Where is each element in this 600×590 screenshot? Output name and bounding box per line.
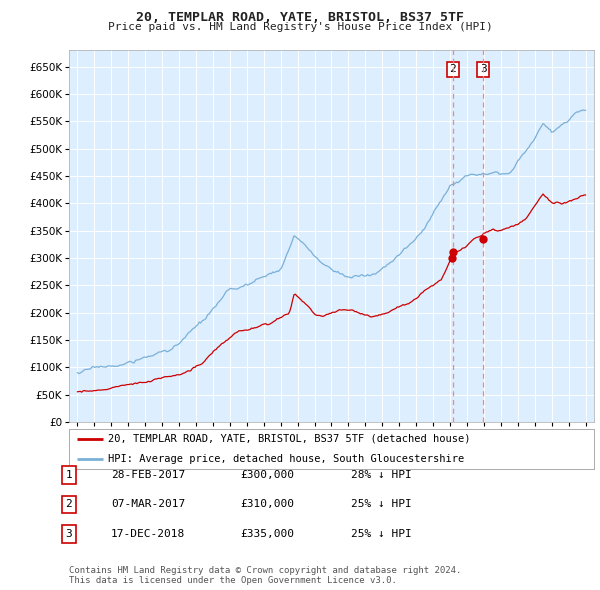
Text: £300,000: £300,000 bbox=[240, 470, 294, 480]
Text: 17-DEC-2018: 17-DEC-2018 bbox=[111, 529, 185, 539]
Text: 07-MAR-2017: 07-MAR-2017 bbox=[111, 500, 185, 509]
Text: £335,000: £335,000 bbox=[240, 529, 294, 539]
Text: Price paid vs. HM Land Registry's House Price Index (HPI): Price paid vs. HM Land Registry's House … bbox=[107, 22, 493, 32]
Text: 28% ↓ HPI: 28% ↓ HPI bbox=[351, 470, 412, 480]
Text: 25% ↓ HPI: 25% ↓ HPI bbox=[351, 529, 412, 539]
Text: Contains HM Land Registry data © Crown copyright and database right 2024.
This d: Contains HM Land Registry data © Crown c… bbox=[69, 566, 461, 585]
Text: HPI: Average price, detached house, South Gloucestershire: HPI: Average price, detached house, Sout… bbox=[109, 454, 464, 464]
Text: 2: 2 bbox=[65, 500, 73, 509]
Text: £310,000: £310,000 bbox=[240, 500, 294, 509]
Text: 20, TEMPLAR ROAD, YATE, BRISTOL, BS37 5TF (detached house): 20, TEMPLAR ROAD, YATE, BRISTOL, BS37 5T… bbox=[109, 434, 471, 444]
Text: 25% ↓ HPI: 25% ↓ HPI bbox=[351, 500, 412, 509]
Text: 3: 3 bbox=[480, 64, 487, 74]
Text: 20, TEMPLAR ROAD, YATE, BRISTOL, BS37 5TF: 20, TEMPLAR ROAD, YATE, BRISTOL, BS37 5T… bbox=[136, 11, 464, 24]
Text: 3: 3 bbox=[65, 529, 73, 539]
Text: 28-FEB-2017: 28-FEB-2017 bbox=[111, 470, 185, 480]
Text: 2: 2 bbox=[449, 64, 457, 74]
Text: 1: 1 bbox=[65, 470, 73, 480]
